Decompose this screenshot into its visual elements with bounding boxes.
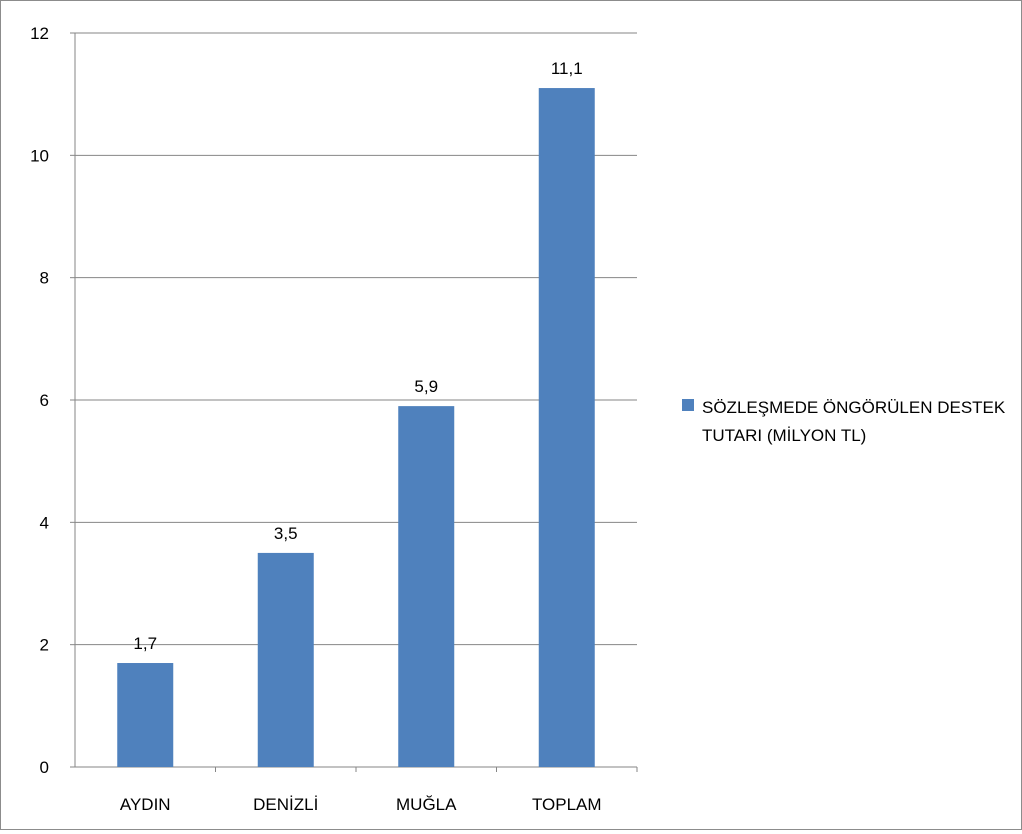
bar [398, 406, 455, 767]
data-label: 11,1 [551, 59, 583, 78]
y-tick-label: 0 [40, 758, 49, 777]
y-tick-label: 12 [30, 24, 49, 43]
x-tick-label: AYDIN [120, 795, 171, 814]
legend-label: SÖZLEŞMEDE ÖNGÖRÜLEN DESTEK TUTARI (MİLY… [702, 398, 1006, 445]
data-label: 3,5 [274, 524, 298, 543]
bar [117, 663, 174, 767]
x-tick-label: DENİZLİ [253, 795, 318, 814]
y-tick-label: 4 [40, 513, 49, 532]
y-tick-label: 2 [40, 636, 49, 655]
tick-labels: 0 2 4 6 8 10 12 AYDIN DENİZLİ MUĞLA TOPLAM [30, 24, 601, 814]
bars [117, 88, 595, 768]
bar [257, 552, 314, 767]
x-tick-label: TOPLAM [532, 795, 602, 814]
y-tick-label: 10 [30, 146, 49, 165]
x-tick-label: MUĞLA [396, 795, 457, 814]
data-label: 1,7 [133, 634, 157, 653]
bar [538, 88, 595, 768]
y-tick-label: 8 [40, 269, 49, 288]
y-tick-label: 6 [40, 391, 49, 410]
data-labels: 1,7 3,5 5,9 11,1 [133, 59, 582, 653]
legend: SÖZLEŞMEDE ÖNGÖRÜLEN DESTEK TUTARI (MİLY… [682, 394, 1012, 450]
data-label: 5,9 [414, 377, 438, 396]
legend-swatch [682, 399, 694, 411]
